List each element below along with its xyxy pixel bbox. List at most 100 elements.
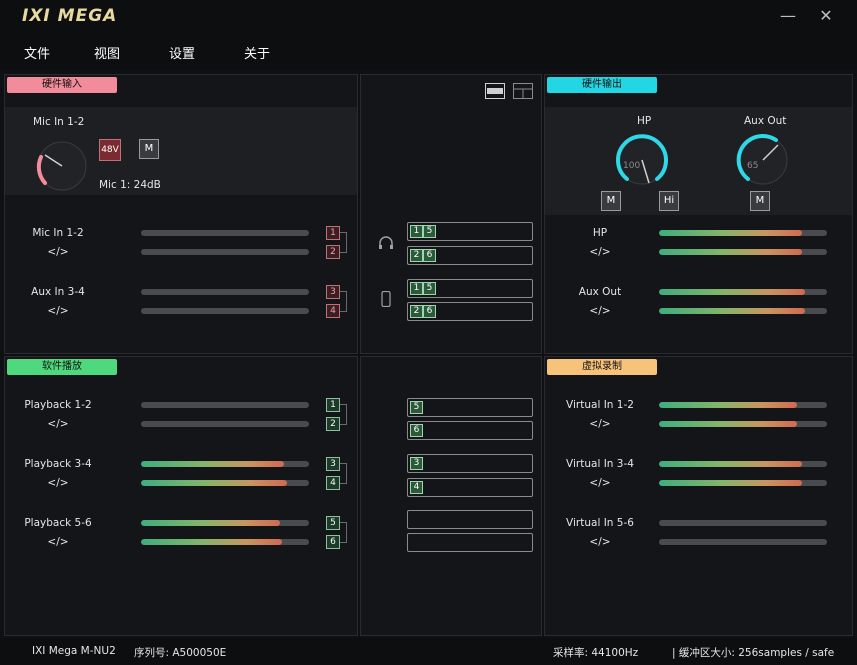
- channel-chip[interactable]: 3: [326, 285, 340, 299]
- routing-panel-bottom: 5 6 3 4: [360, 356, 542, 636]
- title-bar: IXI MEGA — ✕: [0, 0, 857, 34]
- route-slot[interactable]: 1 5: [407, 222, 533, 241]
- close-button[interactable]: ✕: [819, 6, 833, 25]
- menu-file[interactable]: 文件: [24, 47, 51, 62]
- row-label: HP: [592, 227, 608, 239]
- channel-chip[interactable]: 1: [326, 398, 340, 412]
- phantom-48v-button[interactable]: 48V: [99, 139, 121, 161]
- level-meter: [141, 402, 309, 408]
- row-label: Virtual In 3-4: [566, 458, 634, 470]
- routing-panel-top: 1 5 2 6 1 5 2 6: [360, 74, 542, 354]
- route-chip: 5: [410, 401, 423, 414]
- route-slot[interactable]: 5: [407, 398, 533, 417]
- hp-hi-button[interactable]: Hi: [659, 191, 679, 211]
- layout-grid-icon[interactable]: [513, 83, 533, 99]
- level-meter: [659, 421, 827, 427]
- buffer-size: | 缓冲区大小: 256samples / safe: [672, 647, 835, 659]
- hp-mute-button[interactable]: M: [601, 191, 621, 211]
- route-slot[interactable]: 2 6: [407, 302, 533, 321]
- row-label: </>: [589, 246, 611, 258]
- channel-chip[interactable]: 2: [326, 245, 340, 259]
- hardware-output-title: 硬件输出: [547, 77, 657, 93]
- route-slot[interactable]: 1 5: [407, 279, 533, 298]
- headphones-icon: [379, 236, 393, 249]
- route-chip: 1: [410, 225, 423, 238]
- hp-volume-knob[interactable]: 100: [613, 131, 671, 189]
- route-chip: 6: [423, 249, 436, 262]
- row-label: Playback 5-6: [24, 517, 92, 529]
- route-slot-empty[interactable]: [407, 510, 533, 529]
- pair-connector: [340, 404, 347, 425]
- level-meter: [141, 520, 309, 526]
- channel-chip[interactable]: 2: [326, 417, 340, 431]
- row-label: Aux In 3-4: [31, 286, 85, 298]
- sample-rate: 采样率: 44100Hz: [553, 647, 639, 659]
- route-slot[interactable]: 2 6: [407, 246, 533, 265]
- aux-volume-knob[interactable]: 65: [734, 131, 792, 189]
- row-label: Virtual In 1-2: [566, 399, 634, 411]
- channel-chip[interactable]: 6: [326, 535, 340, 549]
- menu-about[interactable]: 关于: [244, 47, 271, 62]
- route-chip: 6: [423, 305, 436, 318]
- route-slot-empty[interactable]: [407, 533, 533, 552]
- route-chip: 5: [423, 225, 436, 238]
- status-bar: IXI Mega M-NU2 序列号: A500050E 采样率: 44100H…: [0, 638, 857, 665]
- channel-chip[interactable]: 5: [326, 516, 340, 530]
- pair-connector: [340, 232, 347, 253]
- virtual-recording-title: 虚拟录制: [547, 359, 657, 375]
- route-slot[interactable]: 4: [407, 478, 533, 497]
- layout-single-icon[interactable]: [485, 83, 505, 99]
- hardware-input-panel: 硬件输入 Mic In 1-2 48V M Mic 1: 24dB Mic In…: [4, 74, 358, 354]
- level-meter: [141, 461, 309, 467]
- row-label: </>: [589, 305, 611, 317]
- output-strip: [545, 107, 852, 215]
- hardware-output-panel: 硬件输出 HP Aux Out 100 65 M Hi M HP </> Aux…: [544, 74, 853, 354]
- row-label: Playback 1-2: [24, 399, 92, 411]
- channel-chip[interactable]: 4: [326, 476, 340, 490]
- level-meter: [659, 308, 827, 314]
- software-playback-panel: 软件播放 Playback 1-2 </> Playback 3-4 </> P…: [4, 356, 358, 636]
- route-chip: 2: [410, 249, 423, 262]
- minimize-button[interactable]: —: [780, 6, 796, 25]
- menu-view[interactable]: 视图: [94, 47, 121, 62]
- row-label: </>: [589, 477, 611, 489]
- level-meter: [659, 461, 827, 467]
- app-logo: IXI MEGA: [22, 6, 118, 26]
- level-meter: [141, 230, 309, 236]
- channel-chip[interactable]: 1: [326, 226, 340, 240]
- mic-mute-button[interactable]: M: [139, 139, 159, 159]
- aux-knob-value: 65: [747, 161, 758, 171]
- pair-connector: [340, 291, 347, 312]
- route-slot[interactable]: 3: [407, 454, 533, 473]
- level-meter: [141, 289, 309, 295]
- row-label: </>: [589, 536, 611, 548]
- level-meter: [141, 539, 309, 545]
- level-meter: [659, 230, 827, 236]
- level-meter: [141, 308, 309, 314]
- route-chip: 1: [410, 282, 423, 295]
- mic-strip-label: Mic In 1-2: [33, 116, 85, 128]
- route-chip: 6: [410, 424, 423, 437]
- route-chip: 5: [423, 282, 436, 295]
- aux-mute-button[interactable]: M: [750, 191, 770, 211]
- row-label: </>: [47, 536, 69, 548]
- software-playback-title: 软件播放: [7, 359, 117, 375]
- channel-chip[interactable]: 3: [326, 457, 340, 471]
- mic-gain-knob[interactable]: [33, 137, 91, 195]
- row-label: </>: [47, 305, 69, 317]
- route-slot[interactable]: 6: [407, 421, 533, 440]
- row-label: </>: [589, 418, 611, 430]
- hp-knob-label: HP: [637, 115, 652, 127]
- device-name: IXI Mega M-NU2: [32, 645, 116, 657]
- route-chip: 2: [410, 305, 423, 318]
- level-meter: [659, 480, 827, 486]
- channel-chip[interactable]: 4: [326, 304, 340, 318]
- row-label: Virtual In 5-6: [566, 517, 634, 529]
- menu-bar: 文件 视图 设置 关于: [0, 34, 857, 70]
- menu-settings[interactable]: 设置: [169, 47, 196, 62]
- serial-number: 序列号: A500050E: [134, 647, 227, 659]
- hp-knob-value: 100: [623, 161, 640, 171]
- route-chip: 4: [410, 481, 423, 494]
- row-label: Aux Out: [578, 286, 622, 298]
- mic-gain-readout: Mic 1: 24dB: [99, 179, 161, 191]
